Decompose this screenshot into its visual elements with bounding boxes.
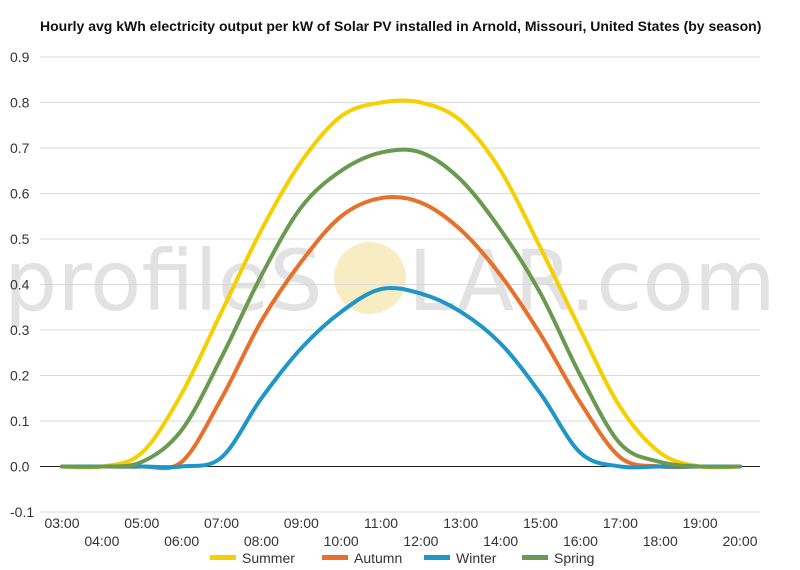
x-tick-label: 09:00: [284, 515, 319, 531]
x-tick-label: 16:00: [563, 533, 598, 549]
y-tick-label: 0.6: [10, 186, 30, 202]
x-tick-label: 17:00: [603, 515, 638, 531]
y-tick-label: 0.2: [10, 368, 30, 384]
legend-swatch-spring: [522, 555, 548, 560]
series-line-spring: [60, 147, 742, 469]
y-tick-label: -0.1: [10, 504, 34, 520]
x-tick-label: 03:00: [44, 515, 79, 531]
x-tick-label: 14:00: [483, 533, 518, 549]
x-tick-label: 12:00: [403, 533, 438, 549]
x-tick-label: 20:00: [722, 533, 757, 549]
y-axis-ticks: 0.9 0.8 0.7 0.6 0.5 0.4 0.3 0.2 0.1 0.0 -0.1: [10, 49, 34, 520]
y-tick-label: 0.9: [10, 49, 30, 65]
watermark: profileS LAR.com: [4, 232, 776, 330]
watermark-sun-icon: [334, 242, 406, 314]
x-tick-label: 15:00: [523, 515, 558, 531]
legend-label-summer: Summer: [242, 550, 295, 566]
x-tick-label: 05:00: [124, 515, 159, 531]
x-tick-label: 19:00: [683, 515, 718, 531]
x-tick-label: 11:00: [364, 515, 398, 531]
legend-swatch-autumn: [322, 555, 348, 560]
watermark-text-right: LAR.com: [408, 232, 776, 330]
legend-swatch-winter: [424, 555, 450, 560]
y-tick-label: 0.8: [10, 95, 30, 111]
y-tick-label: 0.3: [10, 322, 30, 338]
series-lines: [60, 98, 742, 471]
x-tick-label: 10:00: [324, 533, 359, 549]
x-axis-ticks: 03:00 04:00 05:00 06:00 07:00 08:00 09:00 10:00…: [44, 515, 757, 549]
legend-swatch-summer: [210, 555, 236, 560]
series-line-winter: [60, 285, 742, 470]
y-tick-label: 0.1: [10, 413, 30, 429]
x-tick-label: 06:00: [164, 533, 199, 549]
legend-label-winter: Winter: [456, 550, 497, 566]
y-tick-label: 0.4: [10, 277, 30, 293]
y-tick-label: 0.7: [10, 140, 30, 156]
x-tick-label: 13:00: [443, 515, 478, 531]
series-line-autumn: [60, 195, 742, 471]
x-tick-label: 04:00: [84, 533, 119, 549]
y-tick-label: 0.5: [10, 231, 30, 247]
x-tick-label: 08:00: [244, 533, 279, 549]
legend: Summer Autumn Winter Spring: [210, 550, 594, 566]
legend-label-autumn: Autumn: [354, 550, 402, 566]
x-tick-label: 07:00: [204, 515, 239, 531]
series-line-summer: [60, 98, 742, 470]
legend-label-spring: Spring: [554, 550, 594, 566]
watermark-text-left: profileS: [4, 232, 323, 330]
chart-title: Hourly avg kWh electricity output per kW…: [40, 18, 762, 34]
x-tick-label: 18:00: [643, 533, 678, 549]
y-tick-label: 0.0: [10, 459, 30, 475]
